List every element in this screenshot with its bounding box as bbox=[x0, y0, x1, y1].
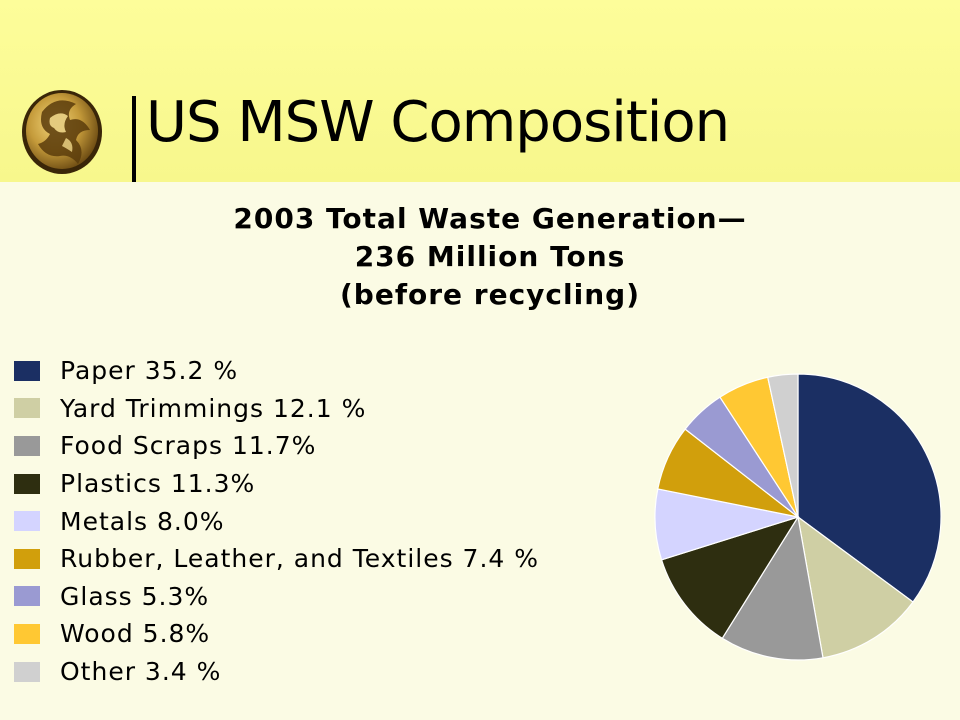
pie-slice-paper bbox=[797, 373, 942, 603]
chart-title-line-1: 2003 Total Waste Generation— bbox=[233, 202, 747, 235]
pegasus-logo-icon bbox=[16, 84, 108, 178]
legend-label: Paper 35.2 % bbox=[60, 356, 239, 386]
legend-swatch bbox=[14, 398, 40, 419]
legend-label: Yard Trimmings 12.1 % bbox=[60, 393, 367, 423]
legend-label: Glass 5.3% bbox=[60, 581, 210, 611]
pie-slice-other bbox=[767, 373, 799, 518]
legend-item: Metals 8.0% bbox=[14, 502, 539, 540]
slide-title: US MSW Composition bbox=[146, 90, 730, 155]
pie-chart bbox=[654, 373, 942, 661]
chart-title-line-2: 236 Million Tons bbox=[354, 240, 626, 273]
chart-title-line-3: (before recycling) bbox=[339, 278, 640, 311]
legend-swatch bbox=[14, 511, 40, 532]
pie-slice-food-scraps bbox=[721, 515, 824, 661]
legend-item: Paper 35.2 % bbox=[14, 352, 539, 390]
pie-slice-yard-trimmings bbox=[797, 515, 914, 659]
legend-item: Glass 5.3% bbox=[14, 578, 539, 616]
legend-item: Plastics 11.3% bbox=[14, 465, 539, 503]
chart-legend: Paper 35.2 % Yard Trimmings 12.1 % Food Sc… bbox=[14, 352, 539, 690]
legend-label: Wood 5.8% bbox=[60, 619, 211, 649]
legend-label: Plastics 11.3% bbox=[60, 469, 256, 499]
legend-item: Other 3.4 % bbox=[14, 653, 539, 691]
legend-swatch bbox=[14, 623, 40, 644]
legend-label: Metals 8.0% bbox=[60, 506, 225, 536]
legend-item: Yard Trimmings 12.1 % bbox=[14, 390, 539, 428]
legend-swatch bbox=[14, 360, 40, 381]
legend-swatch bbox=[14, 435, 40, 456]
legend-swatch bbox=[14, 586, 40, 607]
legend-item: Rubber, Leather, and Textiles 7.4 % bbox=[14, 540, 539, 578]
legend-swatch bbox=[14, 473, 40, 494]
legend-label: Food Scraps 11.7% bbox=[60, 431, 317, 461]
legend-swatch bbox=[14, 661, 40, 682]
pie-slice-plastics bbox=[660, 515, 800, 640]
legend-label: Other 3.4 % bbox=[60, 657, 222, 687]
header-band bbox=[0, 0, 960, 182]
chart-title: 2003 Total Waste Generation— 236 Million… bbox=[150, 200, 830, 314]
legend-swatch bbox=[14, 548, 40, 569]
legend-label: Rubber, Leather, and Textiles 7.4 % bbox=[60, 544, 540, 574]
legend-item: Wood 5.8% bbox=[14, 615, 539, 653]
title-accent-bar bbox=[132, 96, 136, 182]
legend-item: Food Scraps 11.7% bbox=[14, 427, 539, 465]
